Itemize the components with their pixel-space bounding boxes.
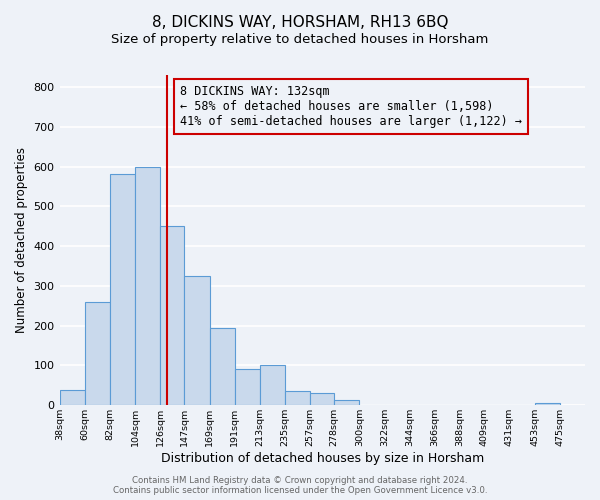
Bar — [85, 302, 110, 406]
Text: 8, DICKINS WAY, HORSHAM, RH13 6BQ: 8, DICKINS WAY, HORSHAM, RH13 6BQ — [152, 15, 448, 30]
Text: Contains HM Land Registry data © Crown copyright and database right 2024.
Contai: Contains HM Land Registry data © Crown c… — [113, 476, 487, 495]
Text: Size of property relative to detached houses in Horsham: Size of property relative to detached ho… — [112, 32, 488, 46]
Text: 8 DICKINS WAY: 132sqm
← 58% of detached houses are smaller (1,598)
41% of semi-d: 8 DICKINS WAY: 132sqm ← 58% of detached … — [181, 85, 523, 128]
Bar — [110, 174, 135, 406]
Bar — [285, 390, 310, 406]
Bar — [184, 276, 209, 406]
Bar — [310, 392, 334, 406]
Bar — [535, 402, 560, 406]
Y-axis label: Number of detached properties: Number of detached properties — [15, 147, 28, 333]
Bar — [235, 370, 260, 406]
Bar — [135, 166, 160, 406]
X-axis label: Distribution of detached houses by size in Horsham: Distribution of detached houses by size … — [161, 452, 484, 465]
Bar — [260, 366, 285, 406]
Bar — [59, 390, 85, 406]
Bar — [160, 226, 184, 406]
Bar — [334, 400, 359, 406]
Bar — [209, 328, 235, 406]
